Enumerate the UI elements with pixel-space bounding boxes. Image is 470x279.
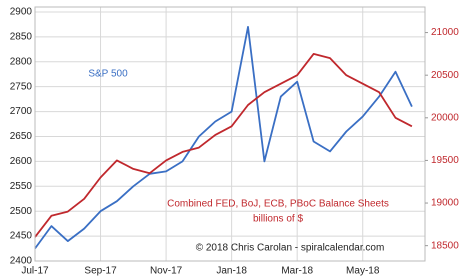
x-tick-label: May-18 [346, 266, 380, 277]
y2-tick-label: 19500 [431, 155, 459, 166]
y2-tick-label: 20000 [431, 112, 459, 123]
annotation: billions of $ [253, 214, 303, 225]
y-tick-label: 2500 [10, 206, 33, 217]
y-tick-label: 2550 [10, 181, 33, 192]
y2-tick-label: 20500 [431, 70, 459, 81]
series-line [34, 26, 413, 250]
y2-tick-label: 19000 [431, 198, 459, 209]
series-line [34, 53, 413, 238]
x-tick-label: Jan-18 [216, 266, 247, 277]
annotation: © 2018 Chris Carolan - spiralcalendar.co… [196, 243, 385, 254]
y-tick-label: 2600 [10, 156, 33, 167]
y2-tick-label: 18500 [431, 240, 459, 251]
plot-frame [34, 6, 426, 262]
y-tick-label: 2450 [10, 231, 33, 242]
y-tick-label: 2400 [10, 256, 33, 267]
y-tick-label: 2650 [10, 131, 33, 142]
y-tick-label: 2900 [10, 7, 33, 18]
y-tick-label: 2700 [10, 106, 33, 117]
y-tick-label: 2800 [10, 56, 33, 67]
annotation: Combined FED, BoJ, ECB, PBoC Balance She… [167, 199, 389, 210]
x-tick-label: Sep-17 [84, 266, 117, 277]
x-tick-label: Jul-17 [21, 266, 49, 277]
x-tick-label: Nov-17 [150, 266, 183, 277]
annotation: S&P 500 [88, 69, 128, 80]
y-tick-label: 2750 [10, 81, 33, 92]
y2-tick-label: 21000 [431, 27, 459, 38]
y-tick-label: 2850 [10, 32, 33, 43]
x-tick-label: Mar-18 [281, 266, 313, 277]
lines [34, 26, 413, 250]
